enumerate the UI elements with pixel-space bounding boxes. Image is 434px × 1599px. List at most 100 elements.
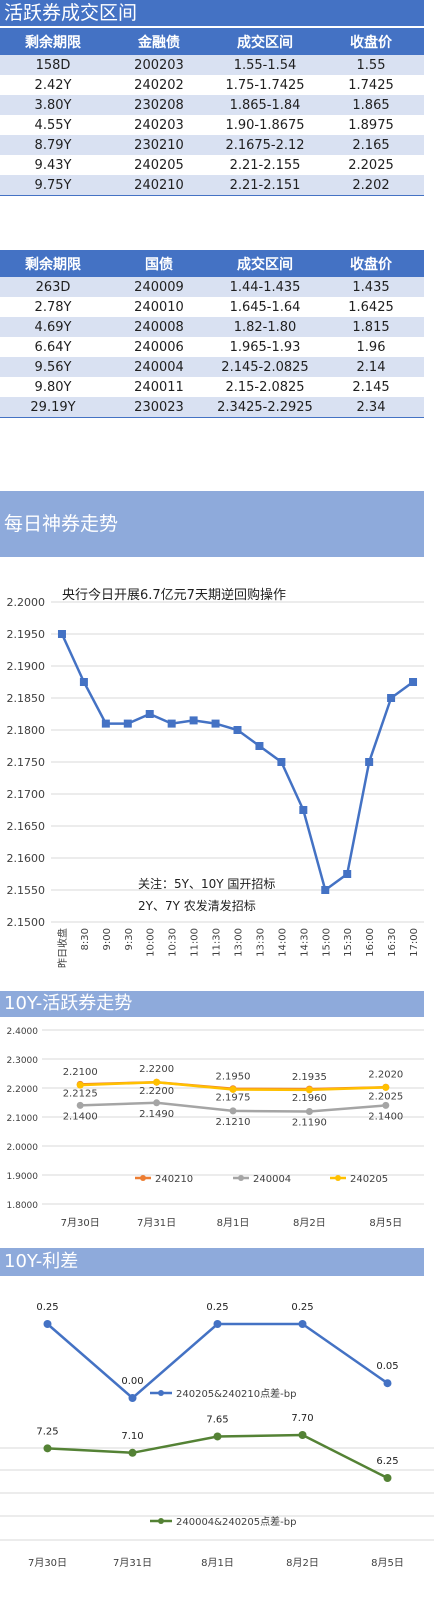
table2-header-cell: 国债	[106, 250, 212, 277]
table1: 剩余期限 金融债 成交区间 收盘价 158D 200203 1.55-1.54 1.5…	[0, 28, 424, 196]
table1-header-cell: 成交区间	[212, 28, 318, 55]
data-label: 2.1950	[216, 1071, 251, 1082]
data-point	[43, 1444, 52, 1453]
table-cell: 1.55-1.54	[212, 55, 318, 75]
x-tick-label: 10:00	[146, 928, 157, 957]
table-cell: 2.15-2.0825	[212, 377, 318, 397]
data-point	[383, 1474, 392, 1482]
table2-header-cell: 剩余期限	[0, 250, 106, 277]
spread-section-title: 10Y-利差	[4, 1251, 79, 1272]
y-tick-label: 2.0000	[7, 1143, 39, 1153]
table1-header-cell: 剩余期限	[0, 28, 106, 55]
table-row: 4.55Y 240203 1.90-1.8675 1.8975	[0, 115, 424, 135]
tenyear-section-title: 10Y-活跃券走势	[4, 993, 133, 1014]
data-label: 2.1960	[292, 1093, 327, 1104]
y-tick-label: 2.2000	[7, 1085, 39, 1095]
table-row: 2.78Y 240010 1.645-1.64 1.6425	[0, 297, 424, 317]
legend-marker	[140, 1175, 146, 1181]
table-cell: 4.69Y	[0, 317, 106, 337]
data-point	[277, 758, 286, 766]
table1-header-row: 剩余期限 金融债 成交区间 收盘价	[0, 28, 424, 55]
x-tick-label: 7月30日	[28, 1557, 67, 1569]
x-tick-label: 14:30	[299, 928, 310, 957]
data-point	[343, 870, 352, 878]
x-tick-label: 11:30	[212, 928, 223, 957]
table-cell: 1.90-1.8675	[212, 115, 318, 135]
table-cell: 2.78Y	[0, 297, 106, 317]
table2-header-cell: 成交区间	[212, 250, 318, 277]
table2: 剩余期限 国债 成交区间 收盘价 263D 240009 1.44-1.435 1.4…	[0, 250, 424, 418]
legend-label: 240205&240210点差-bp	[176, 1387, 296, 1400]
daily-section-bar: 每日神券走势	[0, 491, 424, 557]
x-tick-label: 16:00	[365, 928, 376, 957]
data-label: 2.2020	[368, 1069, 403, 1080]
table2-header-cell: 收盘价	[318, 250, 424, 277]
data-point	[233, 726, 242, 734]
x-tick-label: 13:00	[234, 928, 245, 957]
data-label: 0.05	[376, 1361, 398, 1372]
table-cell: 240010	[106, 297, 212, 317]
y-tick-label: 2.2000	[7, 596, 46, 609]
data-point	[79, 678, 88, 686]
chart-annotation: 2Y、7Y 农发清发招标	[138, 898, 256, 913]
data-point	[305, 1086, 313, 1094]
table-cell: 9.75Y	[0, 175, 106, 196]
table-cell: 1.865-1.84	[212, 95, 318, 115]
data-point	[321, 886, 330, 894]
table-cell: 2.21-2.155	[212, 155, 318, 175]
table-cell: 158D	[0, 55, 106, 75]
x-tick-label: 8:30	[80, 928, 91, 950]
data-label: 7.10	[121, 1431, 143, 1442]
table-cell: 240202	[106, 75, 212, 95]
table-cell: 2.202	[318, 175, 424, 196]
chart-annotation: 关注：5Y、10Y 国开招标	[138, 876, 275, 891]
x-tick-label: 8月5日	[371, 1557, 404, 1569]
table-cell: 1.645-1.64	[212, 297, 318, 317]
table-cell: 2.165	[318, 135, 424, 155]
chart-title: 央行今日开展6.7亿元7天期逆回购操作	[62, 587, 286, 603]
table-row: 4.69Y 240008 1.82-1.80 1.815	[0, 317, 424, 337]
data-label: 0.00	[121, 1376, 143, 1387]
table-cell: 29.19Y	[0, 397, 106, 418]
data-label: 2.1400	[63, 1111, 98, 1122]
x-tick-label: 16:30	[387, 928, 398, 957]
table-cell: 240205	[106, 155, 212, 175]
data-point	[298, 1320, 307, 1328]
x-tick-label: 13:30	[255, 928, 266, 957]
table1-title: 活跃券成交区间	[4, 2, 138, 24]
table-cell: 1.6425	[318, 297, 424, 317]
table-cell: 9.56Y	[0, 357, 106, 377]
y-tick-label: 2.4000	[7, 1027, 39, 1037]
table1-header-cell: 金融债	[106, 28, 212, 55]
data-point	[43, 1320, 52, 1328]
legend-label: 240004	[253, 1174, 291, 1185]
y-tick-label: 2.1000	[7, 1114, 39, 1124]
table-cell: 2.34	[318, 397, 424, 418]
x-tick-label: 昨日收盘	[56, 928, 69, 968]
data-point	[382, 1083, 390, 1091]
table-cell: 6.64Y	[0, 337, 106, 357]
table-row: 9.43Y 240205 2.21-2.155 2.2025	[0, 155, 424, 175]
x-tick-label: 9:00	[102, 928, 113, 950]
tenyear-section-bar: 10Y-活跃券走势	[0, 991, 424, 1017]
table-row: 9.80Y 240011 2.15-2.0825 2.145	[0, 377, 424, 397]
y-tick-label: 2.1700	[7, 788, 46, 801]
data-label: 0.25	[36, 1302, 58, 1313]
table-row: 158D 200203 1.55-1.54 1.55	[0, 55, 424, 75]
data-label: 2.1190	[292, 1117, 327, 1128]
x-tick-label: 14:00	[277, 928, 288, 957]
table-row: 3.80Y 230208 1.865-1.84 1.865	[0, 95, 424, 115]
spread-chart: 0.25 0.00 0.25 0.25 0.05 240205&240210点差-bp 7.…	[0, 1302, 434, 1569]
table-cell: 2.21-2.151	[212, 175, 318, 196]
table-cell: 3.80Y	[0, 95, 106, 115]
data-label: 2.2200	[139, 1064, 174, 1075]
data-label: 7.70	[291, 1413, 313, 1424]
table-cell: 230210	[106, 135, 212, 155]
x-tick-label: 9:30	[124, 928, 135, 950]
x-tick-label: 7月31日	[137, 1217, 176, 1229]
table-cell: 1.865	[318, 95, 424, 115]
x-tick-label: 15:00	[321, 928, 332, 957]
data-point	[76, 1101, 84, 1109]
y-tick-label: 1.9000	[7, 1172, 39, 1182]
table-cell: 230023	[106, 397, 212, 418]
